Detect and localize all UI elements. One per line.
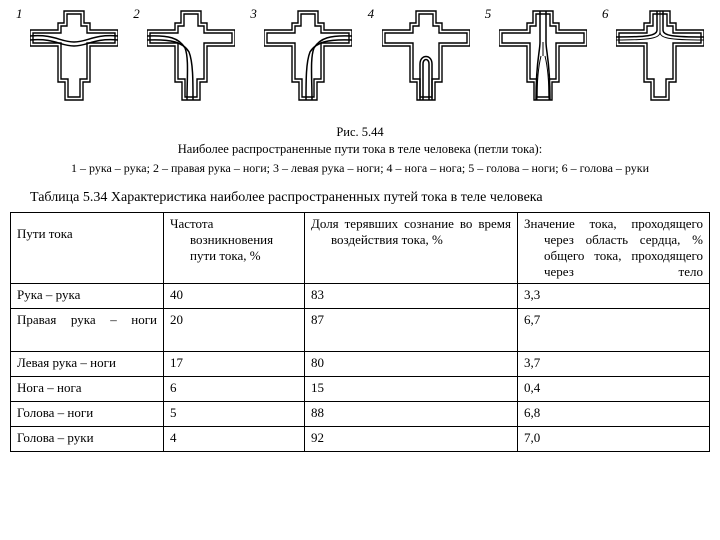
table-row: Рука – рука 40 83 3,3 [11, 283, 710, 308]
figure-2: 2 [129, 6, 239, 106]
table-header: Пути тока [11, 212, 164, 283]
figure-5-svg [499, 8, 587, 102]
table-cell: 87 [305, 308, 518, 351]
table-cell: Левая рука – ноги [11, 351, 164, 376]
table-cell: Голова – ноги [11, 401, 164, 426]
table-cell: 4 [164, 426, 305, 451]
table-cell: 92 [305, 426, 518, 451]
table-row: Левая рука – ноги 17 80 3,7 [11, 351, 710, 376]
figure-label: 6 [602, 6, 609, 22]
table-cell: 88 [305, 401, 518, 426]
figure-3: 3 [246, 6, 356, 106]
cell-text: Правая рука – ноги [17, 312, 157, 328]
caption-line-1: Рис. 5.44 [8, 124, 712, 141]
table-row: Правая рука – ноги 20 87 6,7 [11, 308, 710, 351]
page: 1 2 [0, 0, 720, 540]
table-row: Голова – руки 4 92 7,0 [11, 426, 710, 451]
figure-4: 4 [364, 6, 474, 106]
data-table: Пути тока Частота возникновения пути ток… [10, 212, 710, 452]
table-cell: 15 [305, 376, 518, 401]
figure-6-svg [616, 8, 704, 102]
table-cell: 7,0 [518, 426, 710, 451]
figure-5: 5 [481, 6, 591, 106]
figure-label: 1 [16, 6, 23, 22]
table-cell: Нога – нога [11, 376, 164, 401]
figure-3-svg [264, 8, 352, 102]
header-text: Частота возникновения пути тока, % [170, 216, 298, 264]
header-text: Пути тока [17, 216, 157, 242]
table-cell: 80 [305, 351, 518, 376]
table-cell: 6,8 [518, 401, 710, 426]
figure-label: 5 [485, 6, 492, 22]
figures-row: 1 2 [8, 6, 712, 106]
table-header-row: Пути тока Частота возникновения пути ток… [11, 212, 710, 283]
table-cell: Правая рука – ноги [11, 308, 164, 351]
figure-label: 4 [368, 6, 375, 22]
table-cell: 6 [164, 376, 305, 401]
table-header: Значение тока, проходящего через область… [518, 212, 710, 283]
table-header: Частота возникновения пути тока, % [164, 212, 305, 283]
header-text: Доля терявших сознание во время воздейст… [311, 216, 511, 248]
table-cell: 83 [305, 283, 518, 308]
table-row: Голова – ноги 5 88 6,8 [11, 401, 710, 426]
figure-4-svg [382, 8, 470, 102]
figure-2-svg [147, 8, 235, 102]
table-cell: 3,7 [518, 351, 710, 376]
figure-label: 2 [133, 6, 140, 22]
caption-line-2: Наиболее распространенные пути тока в те… [8, 141, 712, 158]
table-header: Доля терявших сознание во время воздейст… [305, 212, 518, 283]
table-cell: Голова – руки [11, 426, 164, 451]
header-text: Значение тока, проходящего через область… [524, 216, 703, 280]
table-cell: 0,4 [518, 376, 710, 401]
caption-legend: 1 – рука – рука; 2 – правая рука – ноги;… [8, 160, 712, 176]
table-cell: 40 [164, 283, 305, 308]
table-cell: 5 [164, 401, 305, 426]
figure-1-svg [30, 8, 118, 102]
table-cell: 17 [164, 351, 305, 376]
figure-1: 1 [12, 6, 122, 106]
table-cell: 20 [164, 308, 305, 351]
table-row: Нога – нога 6 15 0,4 [11, 376, 710, 401]
figure-label: 3 [250, 6, 257, 22]
table-cell: 3,3 [518, 283, 710, 308]
figure-caption: Рис. 5.44 Наиболее распространенные пути… [8, 124, 712, 176]
figure-6: 6 [598, 6, 708, 106]
table-cell: 6,7 [518, 308, 710, 351]
table-title: Таблица 5.34 Характеристика наиболее рас… [30, 190, 712, 206]
table-cell: Рука – рука [11, 283, 164, 308]
